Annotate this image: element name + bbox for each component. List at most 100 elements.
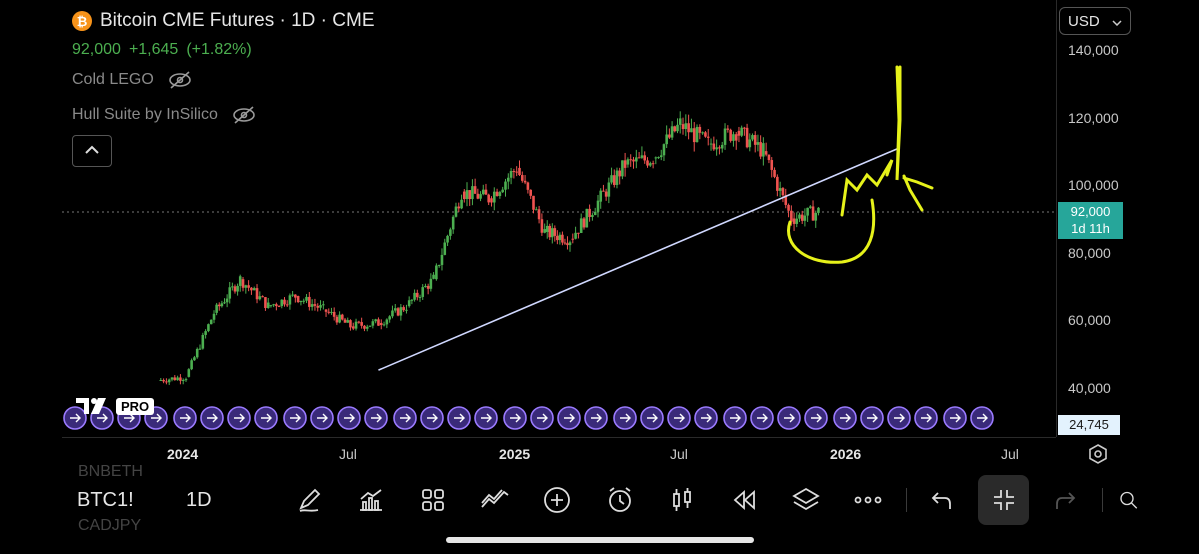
candle-down xyxy=(734,134,738,141)
event-marker-arrow xyxy=(454,413,465,423)
candle-down xyxy=(556,235,559,241)
settings-hexagon-icon xyxy=(1088,444,1108,468)
candle-down xyxy=(729,129,732,141)
compare-icon[interactable] xyxy=(479,484,511,516)
collapse-icon[interactable] xyxy=(988,484,1020,516)
search-icon[interactable] xyxy=(1118,484,1139,516)
candle-down xyxy=(283,299,286,305)
indicators-icon[interactable] xyxy=(355,484,387,516)
price-chart xyxy=(62,65,1056,386)
candle-down xyxy=(363,325,366,329)
candle-down xyxy=(643,155,647,161)
time-axis[interactable] xyxy=(62,437,1056,472)
legend-collapse-button[interactable] xyxy=(72,135,112,167)
symbol-button[interactable]: BTC1! xyxy=(77,489,134,511)
candle-down xyxy=(526,182,530,190)
candle-up xyxy=(649,163,652,166)
add-icon[interactable] xyxy=(541,484,573,516)
event-marker-arrow xyxy=(400,413,411,423)
chart-style-icon[interactable] xyxy=(666,484,698,516)
alert-icon[interactable] xyxy=(604,484,636,516)
candle-up xyxy=(391,310,394,317)
candle-up xyxy=(399,307,403,316)
event-marker-arrow xyxy=(784,413,795,423)
replay-icon[interactable] xyxy=(728,484,760,516)
more-icon[interactable] xyxy=(852,484,884,516)
candle-down xyxy=(402,307,405,311)
candle-down xyxy=(377,319,380,326)
candle-down xyxy=(217,304,221,307)
event-marker-arrow xyxy=(977,413,988,423)
event-markers-row xyxy=(63,406,994,430)
candle-up xyxy=(220,303,224,307)
legend-title[interactable]: ₿ Bitcoin CME Futures · 1D · CME xyxy=(72,10,375,32)
eye-off-icon[interactable] xyxy=(168,70,192,90)
event-marker-arrow xyxy=(151,413,162,423)
candle-down xyxy=(277,306,281,308)
candle-down xyxy=(343,319,347,323)
price-axis[interactable] xyxy=(1056,0,1140,437)
candle-up xyxy=(238,276,242,286)
currency-label: USD xyxy=(1068,12,1100,30)
candle-up xyxy=(709,143,713,145)
candle-down xyxy=(548,225,552,238)
candle-up xyxy=(223,302,226,304)
candle-up xyxy=(291,294,294,296)
candle-up xyxy=(471,186,474,200)
redo-icon[interactable] xyxy=(1050,484,1082,516)
candle-up xyxy=(440,254,444,265)
last-price: 92,000 xyxy=(72,41,121,58)
eye-off-icon[interactable] xyxy=(232,105,256,125)
event-marker-arrow xyxy=(234,413,245,423)
chart-settings-button[interactable] xyxy=(1088,444,1108,469)
draw-icon[interactable] xyxy=(294,484,326,516)
candle-up xyxy=(310,304,314,307)
candle-up xyxy=(465,190,469,199)
volume-tag: 24,745 xyxy=(1058,415,1120,435)
candle-down xyxy=(553,228,557,236)
candle-down xyxy=(233,286,237,292)
candle-up xyxy=(451,216,455,230)
currency-select[interactable]: USD xyxy=(1059,7,1131,35)
candle-down xyxy=(313,304,317,306)
timeframe-button[interactable]: 1D xyxy=(186,489,212,511)
candle-up xyxy=(798,214,801,219)
candle-down xyxy=(781,188,785,196)
candle-up xyxy=(720,144,724,149)
candle-up xyxy=(280,299,284,307)
indicator-hull-suite[interactable]: Hull Suite by InSilico xyxy=(72,105,256,125)
candle-down xyxy=(457,206,461,209)
candle-up xyxy=(212,313,216,320)
toolbar-separator xyxy=(1102,488,1103,512)
candle-up xyxy=(509,171,513,178)
event-marker-arrow xyxy=(481,413,492,423)
candle-down xyxy=(743,127,746,129)
candle-up xyxy=(615,170,619,185)
time-tick: 2026 xyxy=(830,446,862,462)
candle-up xyxy=(231,286,234,288)
candle-down xyxy=(264,297,267,308)
time-tick: 2025 xyxy=(499,446,531,462)
candle-up xyxy=(701,132,704,134)
candle-up xyxy=(662,144,666,156)
grid-icon[interactable] xyxy=(417,484,449,516)
candle-up xyxy=(167,379,171,383)
trendline xyxy=(378,146,901,371)
candle-up xyxy=(236,285,239,292)
candle-down xyxy=(476,193,480,199)
candle-down xyxy=(360,322,363,326)
candle-up xyxy=(272,304,275,306)
chevron-down-icon xyxy=(1112,13,1122,30)
candle-up xyxy=(479,194,482,199)
candle-up xyxy=(299,300,303,303)
undo-icon[interactable] xyxy=(925,484,957,516)
candle-up xyxy=(405,309,408,311)
indicator-cold-lego[interactable]: Cold LEGO xyxy=(72,70,192,90)
candle-up xyxy=(670,126,674,138)
chart-area[interactable] xyxy=(62,0,1056,437)
pro-badge: PRO xyxy=(116,397,155,415)
event-marker-arrow xyxy=(811,413,822,423)
event-marker-arrow xyxy=(674,413,685,423)
up-arrow-line xyxy=(895,65,902,181)
layers-icon[interactable] xyxy=(790,484,822,516)
